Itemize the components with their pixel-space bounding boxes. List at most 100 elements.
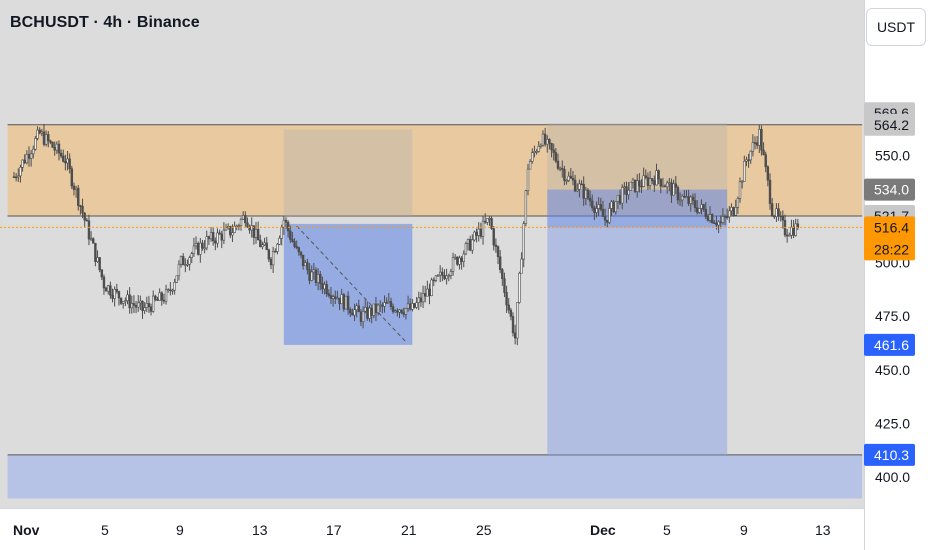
candle-body <box>196 242 200 255</box>
candle-body <box>541 133 545 146</box>
candle-body <box>381 304 384 307</box>
candle-body <box>94 242 97 262</box>
candle-body <box>638 180 641 187</box>
candle-body <box>402 312 405 315</box>
candle-body <box>453 256 457 259</box>
candle-body <box>342 294 346 310</box>
candle-body <box>310 271 313 281</box>
price-label-gray <box>864 113 915 136</box>
candle-body <box>235 225 238 228</box>
candle-body <box>104 287 108 292</box>
candle-body <box>312 269 316 273</box>
candle-body <box>734 207 737 216</box>
candle-body <box>698 208 701 213</box>
candle-body <box>648 178 652 186</box>
candle-body <box>715 222 718 226</box>
candle-body <box>51 141 54 148</box>
candle-body <box>199 242 202 255</box>
candle-body <box>89 238 93 240</box>
candle-body <box>768 179 772 204</box>
candle-body <box>344 295 348 310</box>
candle-body <box>259 239 262 248</box>
candle-body <box>419 297 423 303</box>
candle-body <box>62 155 65 162</box>
candle-body <box>473 231 476 241</box>
x-tick-label: 5 <box>663 522 671 538</box>
candle-body <box>53 147 56 151</box>
candle-body <box>325 284 328 294</box>
candle-body <box>760 129 763 151</box>
candle-body <box>546 139 549 145</box>
candle-body <box>528 161 532 170</box>
currency-unit-button[interactable]: USDT <box>866 8 926 46</box>
candle-body <box>32 148 35 155</box>
candle-body <box>368 307 371 319</box>
candle-body <box>591 200 594 209</box>
candle-body <box>244 215 247 224</box>
candle-body <box>160 292 163 301</box>
candle-body <box>364 307 367 312</box>
candle-body <box>87 220 91 240</box>
candle-body <box>436 274 440 277</box>
candle-body <box>584 189 588 199</box>
candle-body <box>391 306 395 313</box>
candle-body <box>717 221 720 226</box>
candle-body <box>558 167 562 170</box>
candle-body <box>269 258 273 266</box>
candle-body <box>421 293 425 303</box>
candle-body <box>331 296 335 299</box>
candle-body <box>115 289 119 292</box>
candle-body <box>308 269 311 281</box>
candle-body <box>680 195 684 201</box>
candle-body <box>156 299 159 301</box>
candle-body <box>486 218 489 223</box>
candle-body <box>379 304 382 307</box>
candle-body <box>250 225 253 231</box>
candle-body <box>736 198 740 208</box>
candle-body <box>179 256 183 265</box>
candle-body <box>428 288 431 297</box>
position-box-gray <box>283 129 413 216</box>
candle-body <box>642 175 645 187</box>
candle-body <box>674 183 677 188</box>
candle-body <box>164 289 168 302</box>
position-box-blue-light <box>547 227 728 455</box>
candle-body <box>588 197 592 202</box>
candle-body <box>676 187 680 201</box>
candle-body <box>357 305 361 313</box>
y-tick-label: 475.0 <box>875 308 910 324</box>
candle-body <box>548 139 551 144</box>
price-label-text: 410.3 <box>874 447 909 463</box>
candle-body <box>710 214 714 223</box>
candle-body <box>693 200 697 208</box>
candle-body <box>640 185 643 188</box>
candle-body <box>796 223 800 228</box>
candle-body <box>520 258 523 274</box>
x-tick-label: Dec <box>590 522 616 538</box>
candle-body <box>263 242 266 246</box>
candle-body <box>689 196 692 204</box>
candle-body <box>137 302 140 308</box>
candle-body <box>49 140 52 143</box>
candle-body <box>509 309 513 317</box>
candle-body <box>203 247 206 250</box>
candle-body <box>691 196 695 201</box>
candle-body <box>636 180 639 192</box>
candle-body <box>64 161 67 164</box>
candle-body <box>513 332 517 339</box>
candle-body <box>96 257 99 262</box>
candle-body <box>762 149 765 155</box>
candle-body <box>359 311 363 322</box>
candle-body <box>651 178 654 181</box>
candle-body <box>282 219 286 228</box>
candle-body <box>535 151 538 153</box>
candle-body <box>646 177 650 186</box>
candle-body <box>458 257 461 265</box>
candle-body <box>438 271 442 276</box>
candle-body <box>327 293 331 296</box>
candle-body <box>14 176 18 179</box>
candle-body <box>171 289 174 292</box>
candle-body <box>792 226 795 236</box>
candle-body <box>404 308 408 315</box>
